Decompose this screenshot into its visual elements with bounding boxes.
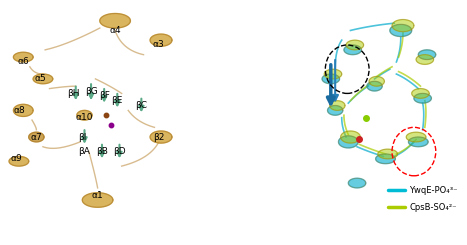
Text: α1: α1 <box>92 191 104 200</box>
Text: α9: α9 <box>11 154 22 163</box>
Polygon shape <box>412 89 429 98</box>
Text: βH: βH <box>67 89 80 98</box>
Polygon shape <box>392 20 414 32</box>
Polygon shape <box>150 131 172 143</box>
Text: βF: βF <box>99 91 110 100</box>
Polygon shape <box>375 154 395 164</box>
Text: α4: α4 <box>109 26 121 35</box>
Polygon shape <box>14 104 33 116</box>
Polygon shape <box>378 149 397 159</box>
Polygon shape <box>339 136 358 148</box>
Polygon shape <box>344 45 361 55</box>
Polygon shape <box>369 76 384 86</box>
Polygon shape <box>418 50 436 60</box>
Polygon shape <box>82 193 113 207</box>
Text: βE: βE <box>112 96 123 105</box>
Polygon shape <box>340 131 361 143</box>
Text: α5: α5 <box>35 74 47 83</box>
Text: α10: α10 <box>76 113 93 122</box>
Text: βA: βA <box>78 147 91 156</box>
Polygon shape <box>322 74 340 84</box>
Text: βD: βD <box>113 147 126 156</box>
Text: α7: α7 <box>30 133 42 142</box>
Text: βB: βB <box>96 147 108 156</box>
Text: βI: βI <box>78 133 86 142</box>
Polygon shape <box>33 74 53 84</box>
Polygon shape <box>77 110 92 120</box>
Polygon shape <box>390 24 412 37</box>
Polygon shape <box>14 52 33 62</box>
Text: YwqE-PO₄³⁻: YwqE-PO₄³⁻ <box>410 186 458 195</box>
Polygon shape <box>416 55 433 64</box>
Polygon shape <box>29 132 44 142</box>
Polygon shape <box>409 137 428 147</box>
Text: β2: β2 <box>153 133 164 142</box>
Polygon shape <box>324 69 342 79</box>
Text: CpsB-SO₄²⁻: CpsB-SO₄²⁻ <box>410 203 457 212</box>
Polygon shape <box>100 13 130 28</box>
Polygon shape <box>414 93 432 103</box>
Polygon shape <box>348 178 366 188</box>
Polygon shape <box>406 132 426 142</box>
Polygon shape <box>327 106 343 115</box>
Text: βG: βG <box>85 86 98 96</box>
Text: α6: α6 <box>17 57 29 66</box>
Polygon shape <box>9 156 29 166</box>
Polygon shape <box>367 81 382 91</box>
Polygon shape <box>330 101 345 110</box>
Polygon shape <box>150 34 172 46</box>
Text: βC: βC <box>135 101 148 110</box>
Text: α8: α8 <box>13 106 25 115</box>
Polygon shape <box>346 40 364 50</box>
Text: α3: α3 <box>153 40 165 49</box>
